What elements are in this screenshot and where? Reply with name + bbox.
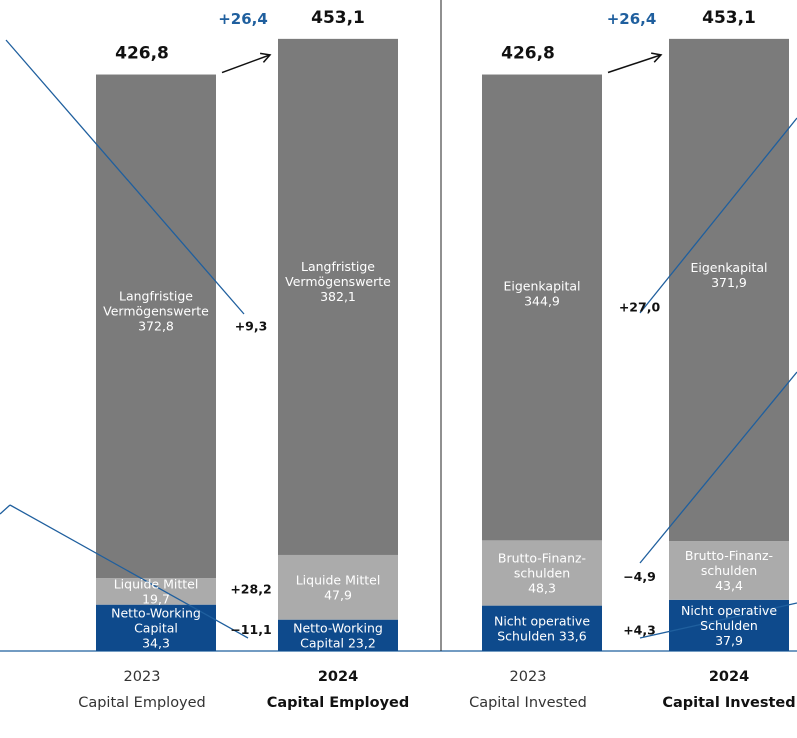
capital-employed-delta-0: −11,1	[230, 622, 271, 637]
capital-employed-2024-segment-2	[278, 38, 398, 555]
capital-invested-2024-segment-1-label: Brutto-Finanz-schulden 43,4	[685, 548, 773, 593]
capital-employed-2024-segment-2-label: Langfristige Vermögenswerte 382,1	[285, 259, 391, 304]
capital-employed-2024-caption: Capital Employed	[267, 695, 410, 711]
capital-employed-2023-year: 2023	[124, 669, 161, 685]
connector-line-0	[5, 39, 245, 315]
capital-invested-2024-year: 2024	[709, 669, 749, 685]
capital-invested-2024-caption: Capital Invested	[662, 695, 795, 711]
capital-invested-2023-caption: Capital Invested	[469, 695, 587, 711]
capital-employed-2023-segment-1-label: Liquide Mittel 19,7	[114, 576, 199, 606]
capital-employed-delta-2: +9,3	[235, 318, 268, 333]
capital-invested-total-delta: +26,4	[607, 10, 657, 28]
connector-line-2	[9, 504, 249, 639]
capital-employed-delta-1: +28,2	[230, 581, 271, 596]
capital-employed-2023-segment-1	[96, 578, 216, 605]
capital-invested-2024-segment-2	[669, 38, 789, 542]
capital-employed-total-delta: +26,4	[218, 10, 268, 28]
capital-employed-2023-total: 426,8	[115, 44, 169, 64]
capital-invested-2023-segment-1	[482, 540, 602, 606]
connector-line-1	[0, 504, 11, 515]
connector-line-4	[639, 371, 797, 564]
capital-invested-2023-segment-0	[482, 605, 602, 651]
capital-invested-total-arrow	[607, 54, 662, 74]
capital-employed-2023-segment-2-label: Langfristige Vermögenswerte 372,8	[103, 289, 209, 334]
capital-invested-2023-segment-2-label: Eigenkapital 344,9	[503, 278, 580, 308]
capital-invested-2023-segment-1-label: Brutto-Finanz-schulden 48,3	[498, 550, 586, 595]
capital-invested-2024-total: 453,1	[702, 8, 756, 28]
capital-employed-2024-year: 2024	[318, 669, 358, 685]
capital-invested-2024-segment-0-label: Nicht operative Schulden 37,9	[681, 603, 777, 648]
connector-layer	[0, 39, 797, 639]
capital-invested-2024-segment-2-label: Eigenkapital 371,9	[690, 260, 767, 290]
capital-employed-2023-segment-0-label: Netto-Working Capital 34,3	[111, 605, 201, 650]
capital-employed-2024-segment-1	[278, 554, 398, 620]
capital-employed-total-arrow	[221, 54, 271, 74]
capital-employed-2024-segment-0-label: Netto-Working Capital 23,2	[293, 620, 383, 650]
capital-invested-2024-segment-1	[669, 541, 789, 600]
capital-invested-2024-segment-0	[669, 599, 789, 651]
capital-invested-delta-0: +4,3	[623, 622, 656, 637]
capital-employed-2024-total: 453,1	[311, 8, 365, 28]
capital-employed-2023-caption: Capital Employed	[78, 695, 206, 711]
capital-invested-2023-year: 2023	[510, 669, 547, 685]
capital-employed-2024-segment-0	[278, 619, 398, 651]
capital-employed-2024-segment-1-label: Liquide Mittel 47,9	[296, 572, 381, 602]
connector-line-5	[639, 602, 797, 639]
capital-invested-2023-segment-0-label: Nicht operative Schulden 33,6	[494, 613, 590, 643]
capital-invested-delta-2: +27,0	[619, 299, 661, 314]
capital-employed-2023-segment-0	[96, 604, 216, 651]
capital-employed-2023-segment-2	[96, 74, 216, 579]
capital-invested-2023-segment-2	[482, 74, 602, 541]
capital-employed-total-arrowhead	[259, 52, 272, 63]
bars-layer	[96, 38, 789, 651]
capital-invested-delta-1: −4,9	[623, 569, 656, 584]
capital-invested-2023-total: 426,8	[501, 44, 555, 64]
connector-line-3	[639, 117, 797, 314]
capital-invested-total-arrowhead	[651, 52, 663, 63]
